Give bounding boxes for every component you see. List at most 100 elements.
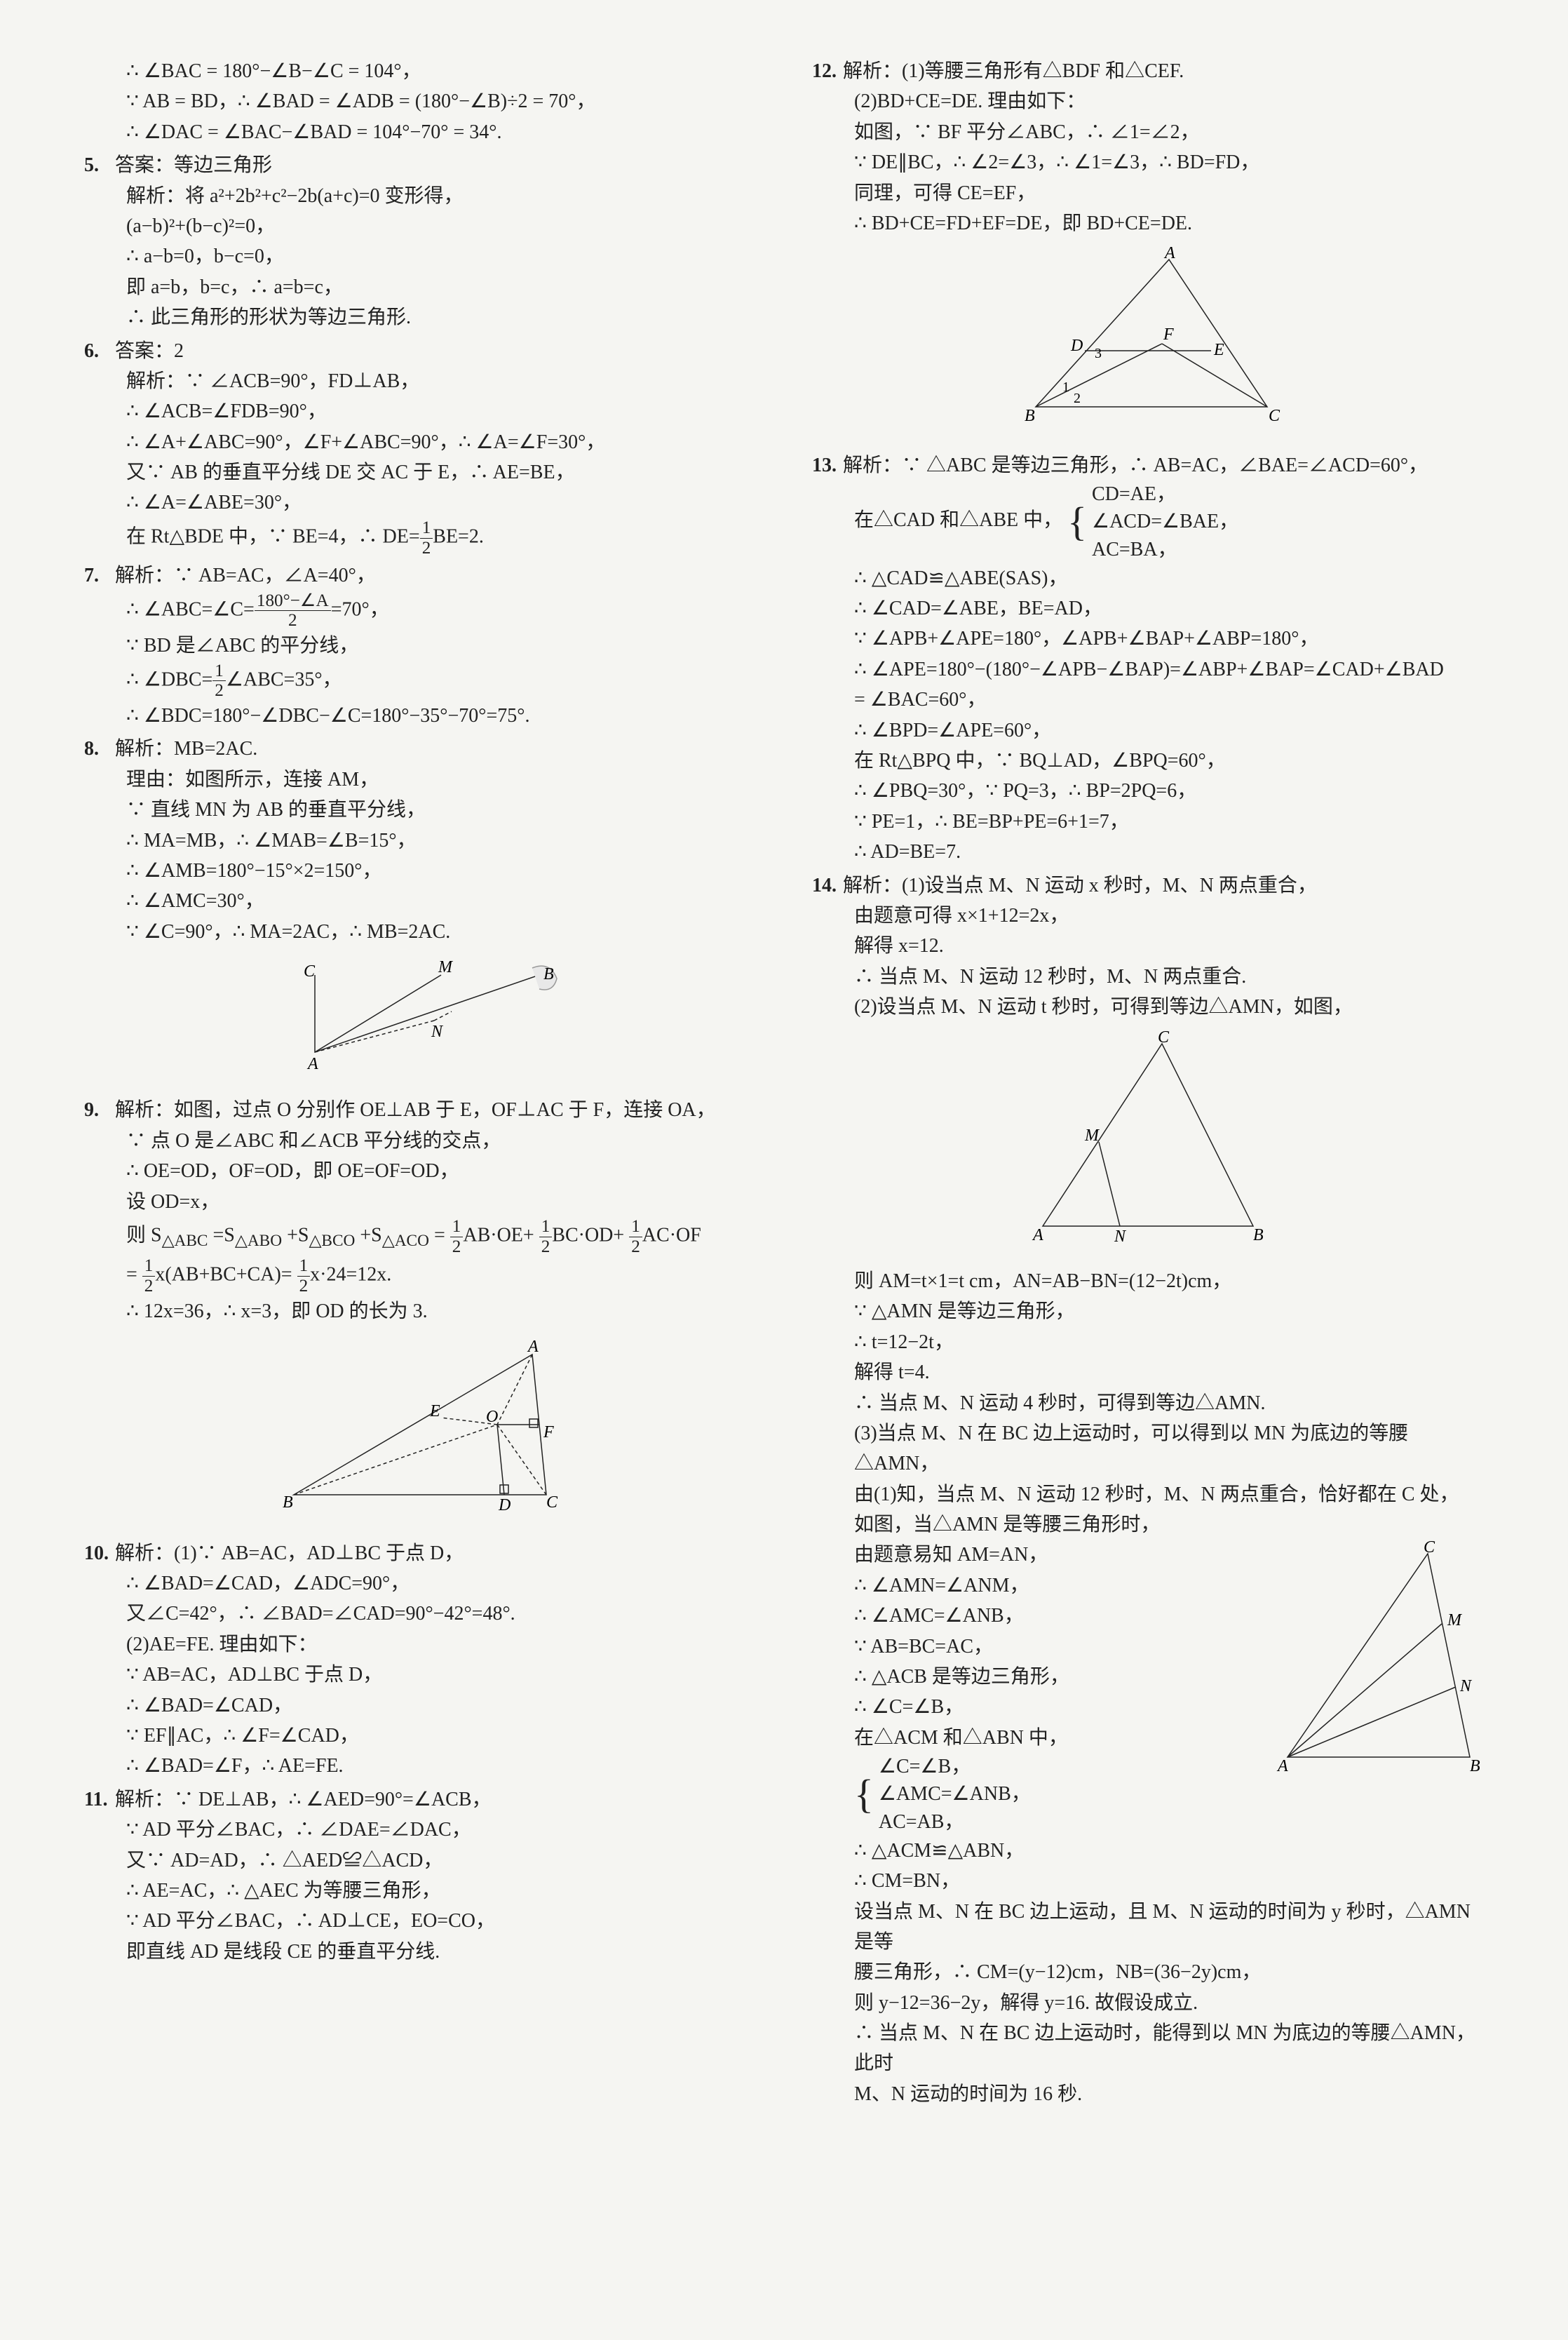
text: (a−b)²+(b−c)²=0，	[84, 211, 756, 241]
text: ∴ MA=MB，∴ ∠MAB=∠B=15°，	[84, 826, 756, 856]
heading: 9.解析：如图，过点 O 分别作 OE⊥AB 于 E，OF⊥AC 于 F，连接 …	[84, 1095, 756, 1125]
label-N: N	[1459, 1677, 1473, 1695]
q12: 12.解析：(1)等腰三角形有△BDF 和△CEF. (2)BD+CE=DE. …	[812, 56, 1484, 448]
q10: 10.解析：(1)∵ AB=AC，AD⊥BC 于点 D， ∴ ∠BAD=∠CAD…	[84, 1538, 756, 1782]
text: ∠C=∠B，	[879, 1753, 1031, 1780]
num: 10.	[84, 1538, 115, 1568]
text: 解析：(1)等腰三角形有△BDF 和△CEF.	[843, 60, 1184, 82]
num: 5.	[84, 150, 115, 180]
text: ∴ 当点 M、N 运动 4 秒时，可得到等边△AMN.	[812, 1388, 1484, 1418]
label-F: F	[1163, 325, 1174, 344]
text: AC=BA，	[1092, 536, 1238, 563]
label-N: N	[431, 1023, 444, 1041]
label-E: E	[1213, 341, 1224, 359]
text: +S	[360, 1225, 381, 1246]
text: ∵ △AMN 是等边三角形，	[812, 1296, 1484, 1326]
text: ∵ PE=1，∴ BE=BP+PE=6+1=7，	[812, 807, 1484, 837]
text: +S	[287, 1225, 309, 1246]
text: ∴ ∠BAC = 180°−∠B−∠C = 104°，	[84, 56, 756, 86]
text: ∵ 直线 MN 为 AB 的垂直平分线，	[84, 795, 756, 825]
q6: 6.答案：2 解析：∵ ∠ACB=90°，FD⊥AB， ∴ ∠ACB=∠FDB=…	[84, 336, 756, 558]
label-E: E	[429, 1402, 440, 1420]
label-B: B	[1025, 407, 1035, 425]
text: 又∵ AD=AD，∴ △AED≌△ACD，	[84, 1845, 756, 1876]
text: =	[434, 1225, 445, 1246]
text: 解析：将 a²+2b²+c²−2b(a+c)=0 变形得，	[84, 181, 756, 211]
heading: 12.解析：(1)等腰三角形有△BDF 和△CEF.	[812, 56, 1484, 86]
text: (3)当点 M、N 在 BC 边上运动时，可以得到以 MN 为底边的等腰△AMN…	[812, 1418, 1484, 1479]
fraction: 12	[297, 1256, 311, 1296]
text: ∵ AD 平分∠BAC，∴ AD⊥CE，EO=CO，	[84, 1906, 756, 1936]
q14-row: 由题意易知 AM=AN， ∴ ∠AMN=∠ANM， ∴ ∠AMC=∠ANB， ∵…	[812, 1540, 1484, 1835]
text: ∴ ∠C=∠B，	[812, 1692, 1273, 1722]
text: 解析：∵ DE⊥AB，∴ ∠AED=90°=∠ACB，	[115, 1789, 492, 1810]
equation: = 12x(AB+BC+CA)= 12x·24=12x.	[84, 1256, 756, 1296]
num: 9.	[84, 1095, 115, 1125]
text: ∴ 此三角形的形状为等边三角形.	[84, 302, 756, 332]
text: 即直线 AD 是线段 CE 的垂直平分线.	[84, 1937, 756, 1967]
num: 11.	[84, 1784, 115, 1815]
text: AC·OF	[642, 1225, 701, 1246]
text: ∴ ∠ABC=∠C=	[126, 598, 255, 620]
label-2: 2	[1074, 391, 1081, 406]
text: (2)BD+CE=DE. 理由如下：	[812, 86, 1484, 116]
q14-figure-2: C A B M N	[1273, 1540, 1484, 1787]
text: ∴ a−b=0，b−c=0，	[84, 241, 756, 271]
text: ∴ ∠ACB=∠FDB=90°，	[84, 396, 756, 426]
text: 由题意可得 x×1+12=2x，	[812, 901, 1484, 931]
text: 解析：(1)∵ AB=AC，AD⊥BC 于点 D，	[115, 1542, 464, 1564]
sub: △ABC	[162, 1232, 208, 1250]
q7: 7.解析：∵ AB=AC，∠A=40°， ∴ ∠ABC=∠C=180°−∠A2=…	[84, 560, 756, 731]
text: ∴ ∠BAD=∠CAD，∠ADC=90°，	[84, 1568, 756, 1599]
text: =	[126, 1264, 137, 1286]
text: ∴ ∠AMC=30°，	[84, 886, 756, 916]
label-D: D	[1070, 337, 1083, 355]
heading: 8.解析：MB=2AC.	[84, 734, 756, 764]
q8: 8.解析：MB=2AC. 理由：如图所示，连接 AM， ∵ 直线 MN 为 AB…	[84, 734, 756, 1092]
fraction: 12	[420, 518, 433, 558]
text: ∴ ∠ABC=∠C=180°−∠A2=70°，	[84, 591, 756, 631]
text: ∴ t=12−2t，	[812, 1327, 1484, 1357]
text: 又∵ AB 的垂直平分线 DE 交 AC 于 E，∴ AE=BE，	[84, 457, 756, 488]
fraction: 12	[450, 1217, 464, 1256]
text: ∠AMC=∠ANB，	[879, 1780, 1031, 1808]
text: AB·OE+	[463, 1225, 534, 1246]
label-N: N	[1114, 1228, 1127, 1246]
label-C: C	[304, 962, 316, 981]
label-1: 1	[1062, 379, 1069, 395]
q9-figure: A B C D E F O	[84, 1333, 756, 1525]
text: ∠ACD=∠BAE，	[1092, 508, 1238, 535]
label-M: M	[1447, 1611, 1463, 1629]
text: ∴ ∠BAD=∠CAD，	[84, 1690, 756, 1721]
q14-text-col: 由题意易知 AM=AN， ∴ ∠AMN=∠ANM， ∴ ∠AMC=∠ANB， ∵…	[812, 1540, 1273, 1835]
q14: 14.解析：(1)设当点 M、N 运动 x 秒时，M、N 两点重合， 由题意可得…	[812, 870, 1484, 2110]
text: ∴ ∠DBC=12∠ABC=35°，	[84, 661, 756, 701]
text: ∴ △ACM≌△ABN，	[812, 1836, 1484, 1866]
text: ∴ AE=AC，∴ △AEC 为等腰三角形，	[84, 1876, 756, 1906]
text: ∴ ∠BDC=180°−∠DBC−∠C=180°−35°−70°=75°.	[84, 701, 756, 731]
label-D: D	[498, 1496, 511, 1514]
text: 设当点 M、N 在 BC 边上运动，且 M、N 运动的时间为 y 秒时，△AMN…	[812, 1897, 1484, 1958]
text: 如图，∵ BF 平分∠ABC，∴ ∠1=∠2，	[812, 117, 1484, 147]
text: 即 a=b，b=c，∴ a=b=c，	[84, 272, 756, 302]
sub: △ABO	[235, 1232, 282, 1250]
text: ∴ BD+CE=FD+EF=DE，即 BD+CE=DE.	[812, 208, 1484, 238]
text: ∴ ∠AMB=180°−15°×2=150°，	[84, 856, 756, 886]
num: 14.	[812, 870, 843, 901]
text: ∵ ∠APB+∠APE=180°，∠APB+∠BAP+∠ABP=180°，	[812, 624, 1484, 654]
text: 解析：(1)设当点 M、N 运动 x 秒时，M、N 两点重合，	[843, 875, 1317, 896]
equation: 则 S△ABC =S△ABO +S△BCO +S△ACO = 12AB·OE+ …	[84, 1217, 756, 1256]
heading: 7.解析：∵ AB=AC，∠A=40°，	[84, 560, 756, 591]
text: ∴ ∠BAD=∠F，∴ AE=FE.	[84, 1751, 756, 1781]
num: 12.	[812, 56, 843, 86]
label-A: A	[306, 1055, 318, 1073]
text: 则 S	[126, 1225, 162, 1246]
label-F: F	[543, 1423, 554, 1441]
text: 解析：∵ ∠ACB=90°，FD⊥AB，	[84, 366, 756, 396]
label-C: C	[1269, 407, 1280, 425]
text: 解析：∵ AB=AC，∠A=40°，	[115, 565, 376, 586]
text: 在 Rt△BDE 中，∵ BE=4，∴ DE=12BE=2.	[84, 518, 756, 558]
text: 如图，当△AMN 是等腰三角形时，	[812, 1509, 1484, 1540]
text: ∴ ∠AMC=∠ANB，	[812, 1601, 1273, 1631]
text: 则 y−12=36−2y，解得 y=16. 故假设成立.	[812, 1988, 1484, 2018]
